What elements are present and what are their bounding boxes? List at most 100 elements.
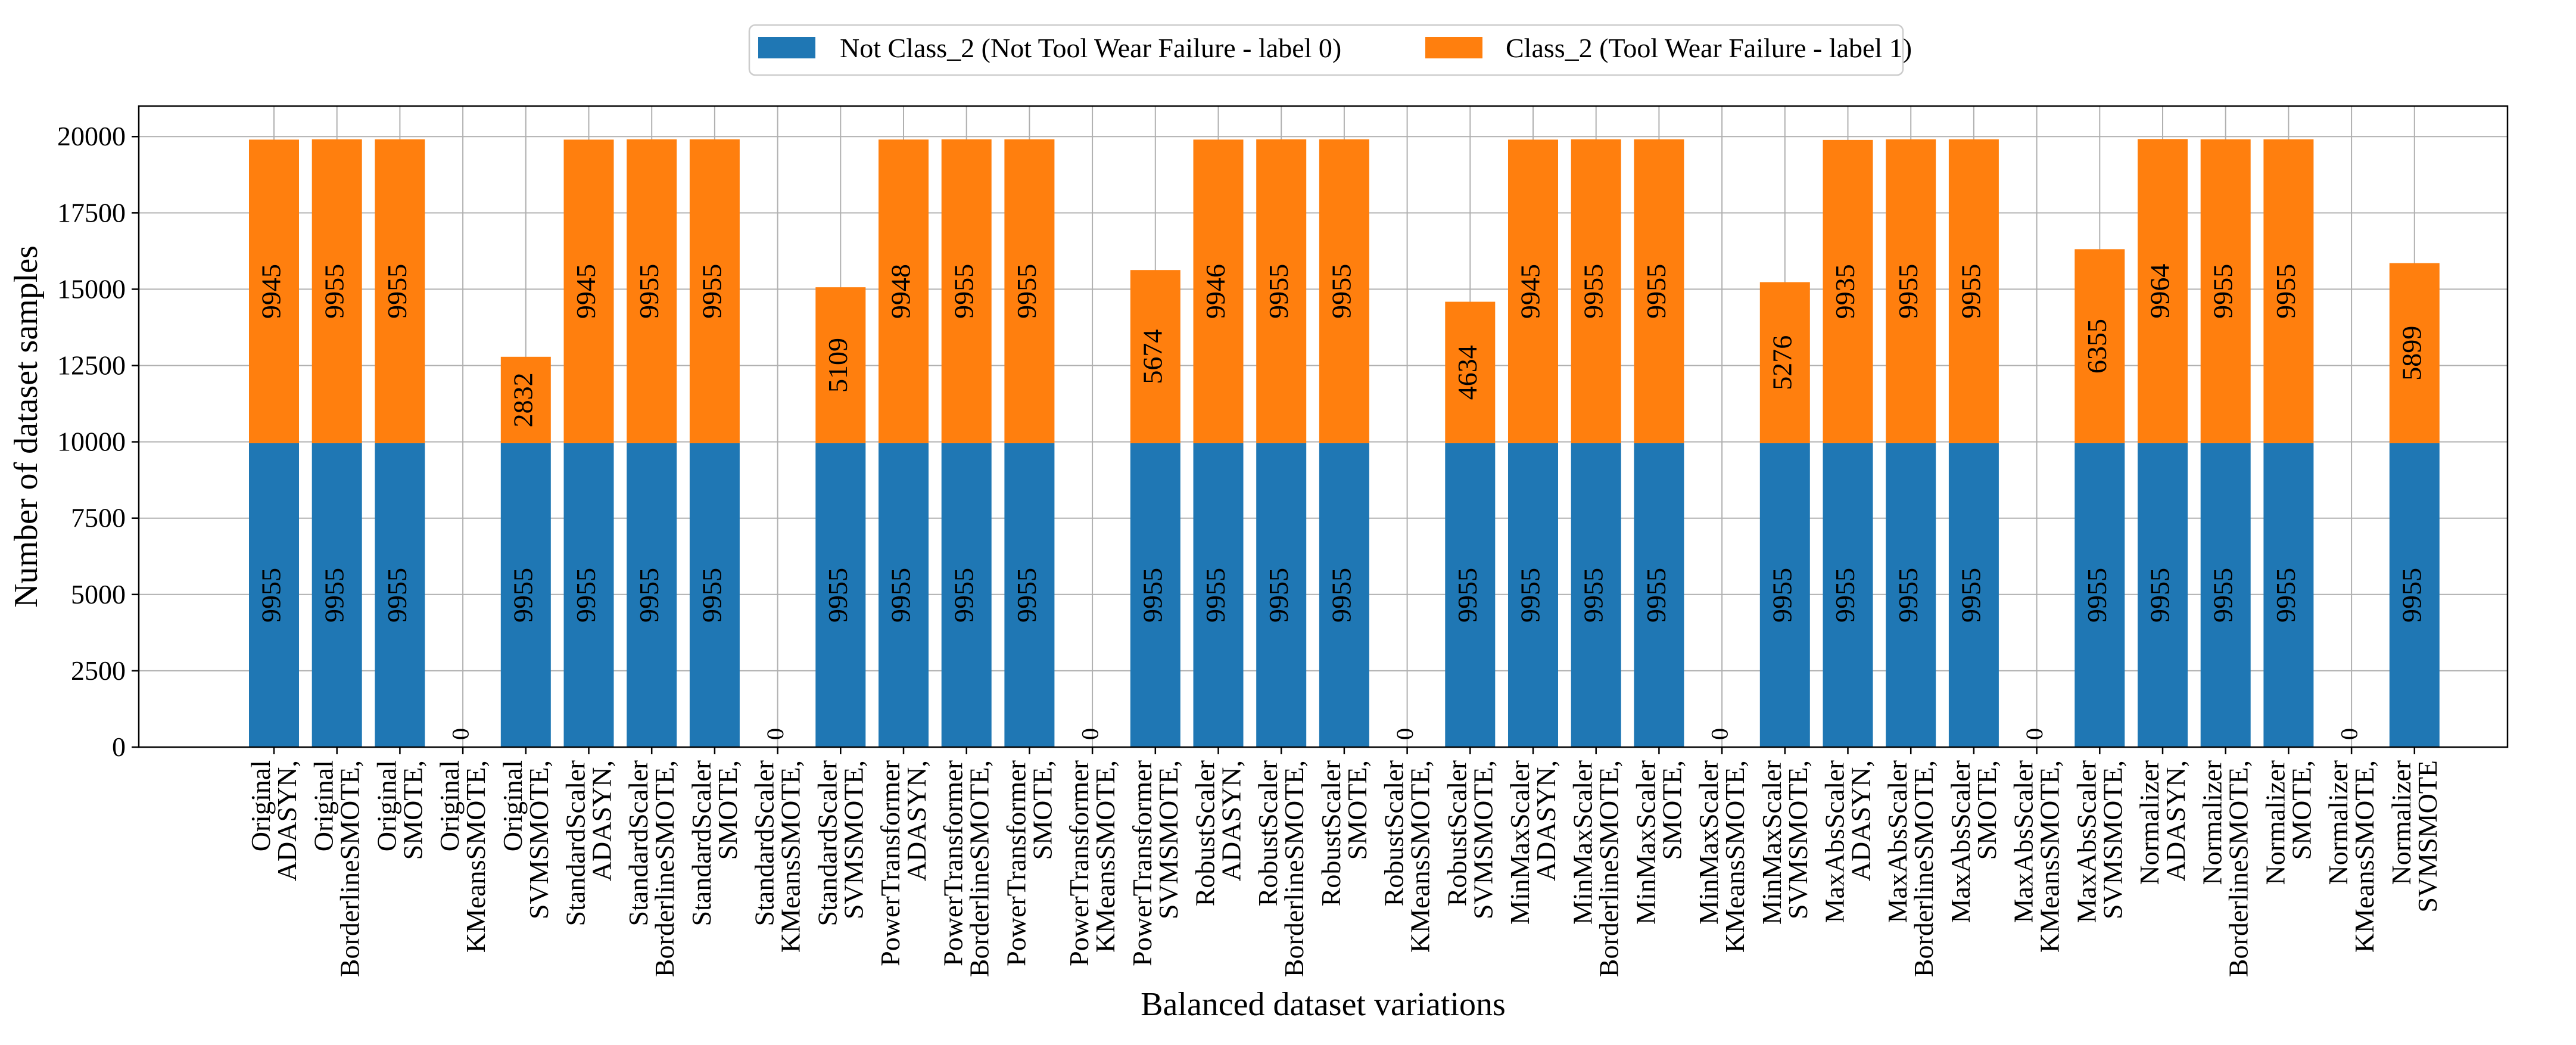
bar-value-label: 9955: [2396, 568, 2427, 623]
bars: [249, 139, 2440, 747]
y-tick-label: 12500: [57, 350, 126, 381]
bar-value-label: 9955: [1326, 264, 1356, 319]
bar-class2: [1886, 139, 1936, 443]
x-tick-label: PowerTransformer: [1001, 760, 1031, 966]
bar-value-label: 9955: [1955, 264, 1986, 319]
x-tick-label: MinMaxScaler: [1568, 760, 1598, 925]
bar-value-label: 9955: [823, 568, 853, 623]
y-tick-label: 20000: [57, 121, 126, 151]
legend-label-class2: Class_2 (Tool Wear Failure - label 1): [1506, 33, 1912, 63]
bar-value-label: 4634: [1452, 345, 1482, 400]
x-tick-label: Normalizer: [2323, 760, 2353, 885]
bar-value-label: 9955: [948, 568, 979, 623]
bar-value-label: 9955: [1137, 568, 1167, 623]
x-tick-label: Original: [245, 760, 276, 851]
bar-class2: [249, 139, 299, 443]
x-tick-label: KMeansSMOTE,: [1405, 760, 1435, 953]
y-tick-label: 7500: [71, 503, 126, 533]
bar-value-label: 9948: [886, 264, 916, 319]
bar-class2: [2263, 139, 2314, 443]
x-tick-label: KMeansSMOTE,: [2035, 760, 2065, 953]
bar-not-class2: [1256, 443, 1307, 747]
x-tick-label: RobustScaler: [1441, 760, 1472, 906]
bar-value-label: 9955: [2082, 568, 2112, 623]
x-tick-label: StandardScaler: [749, 760, 780, 926]
bar-not-class2: [1759, 443, 1810, 747]
x-tick-label: MaxAbsScaler: [1882, 760, 1912, 923]
x-tick-label: SVMSMOTE,: [1783, 760, 1813, 919]
legend-label-not-class2: Not Class_2 (Not Tool Wear Failure - lab…: [840, 33, 1341, 63]
bar-value-label: 9955: [1452, 568, 1482, 623]
bar-value-label: 5899: [2396, 326, 2427, 381]
bar-class2: [1823, 139, 1873, 443]
bar-value-label: 9955: [319, 264, 349, 319]
x-tick-label: RobustScaler: [1379, 760, 1409, 906]
x-tick-label: PowerTransformer: [1064, 760, 1094, 966]
x-axis-title: Balanced dataset variations: [1141, 986, 1506, 1023]
x-tick-label: MaxAbsScaler: [1820, 760, 1850, 923]
bar-value-label: 5109: [823, 338, 853, 393]
y-tick-label: 2500: [71, 655, 126, 686]
x-tick-label: ADASYN,: [272, 760, 302, 881]
x-tick-label: MaxAbsScaler: [1945, 760, 1976, 923]
bar-class2: [2200, 139, 2251, 443]
bar-not-class2: [1634, 443, 1684, 747]
bar-value-label: 9955: [382, 568, 412, 623]
bar-class2: [312, 139, 362, 443]
x-tick-label: ADASYN,: [1216, 760, 1247, 881]
bar-not-class2: [2263, 443, 2314, 747]
bar-value-label: 9955: [2270, 568, 2301, 623]
bar-zero-label: 0: [762, 728, 789, 740]
bar-value-label: 9955: [1326, 568, 1356, 623]
bar-class2: [375, 139, 425, 443]
bar-value-label: 9945: [1515, 264, 1546, 319]
x-tick-label: KMeansSMOTE,: [2349, 760, 2379, 953]
bar-not-class2: [375, 443, 425, 747]
y-tick-label: 15000: [57, 273, 126, 304]
bar-not-class2: [1130, 443, 1180, 747]
bar-class2: [1948, 139, 1999, 443]
bar-not-class2: [563, 443, 614, 747]
x-tick-label: KMeansSMOTE,: [775, 760, 806, 953]
bar-not-class2: [1508, 443, 1558, 747]
bar-class2: [689, 139, 740, 443]
y-tick-label: 5000: [71, 579, 126, 609]
bar-labels: 9955 9945 9955 9955 9955 9955 0 9955 2832 9955 994…: [256, 264, 2427, 740]
bar-not-class2: [627, 443, 677, 747]
bar-not-class2: [941, 443, 992, 747]
x-tick-label: StandardScaler: [560, 760, 591, 926]
bar-value-label: 9955: [2270, 264, 2301, 319]
x-tick-label: Original: [497, 760, 528, 851]
x-tick-label: SMOTE,: [1342, 760, 1372, 860]
bar-value-label: 9955: [696, 264, 727, 319]
x-tick-label: SVMSMOTE,: [838, 760, 868, 919]
bar-value-label: 9955: [634, 568, 664, 623]
bar-class2: [1130, 270, 1180, 443]
bar-value-label: 9955: [2207, 568, 2238, 623]
bar-not-class2: [1886, 443, 1936, 747]
bar-class2: [879, 139, 929, 443]
bar-value-label: 9955: [1578, 264, 1608, 319]
x-tick-label: Original: [434, 760, 465, 851]
bar-not-class2: [2389, 443, 2440, 747]
x-tick-label: StandardScaler: [812, 760, 842, 926]
bar-value-label: 9955: [1263, 568, 1294, 623]
x-tick-label: RobustScaler: [1316, 760, 1346, 906]
x-tick-label: PowerTransformer: [875, 760, 905, 966]
x-tick-label: SVMSMOTE: [2412, 760, 2443, 913]
bar-not-class2: [1319, 443, 1369, 747]
bar-value-label: 9955: [507, 568, 538, 623]
bar-zero-label: 0: [2335, 728, 2362, 740]
y-axis-title: Number of dataset samples: [8, 245, 45, 608]
bar-not-class2: [1571, 443, 1621, 747]
x-tick-label: SVMSMOTE,: [2097, 760, 2128, 919]
x-tick-label: BorderlineSMOTE,: [1279, 760, 1309, 977]
bar-value-label: 9955: [1955, 568, 1986, 623]
bar-not-class2: [1823, 443, 1873, 747]
bar-class2: [2389, 263, 2440, 443]
bar-value-label: 9955: [1767, 568, 1797, 623]
bar-value-label: 9955: [1893, 568, 1923, 623]
bar-value-label: 9955: [1641, 264, 1671, 319]
bar-value-label: 9945: [571, 264, 601, 319]
